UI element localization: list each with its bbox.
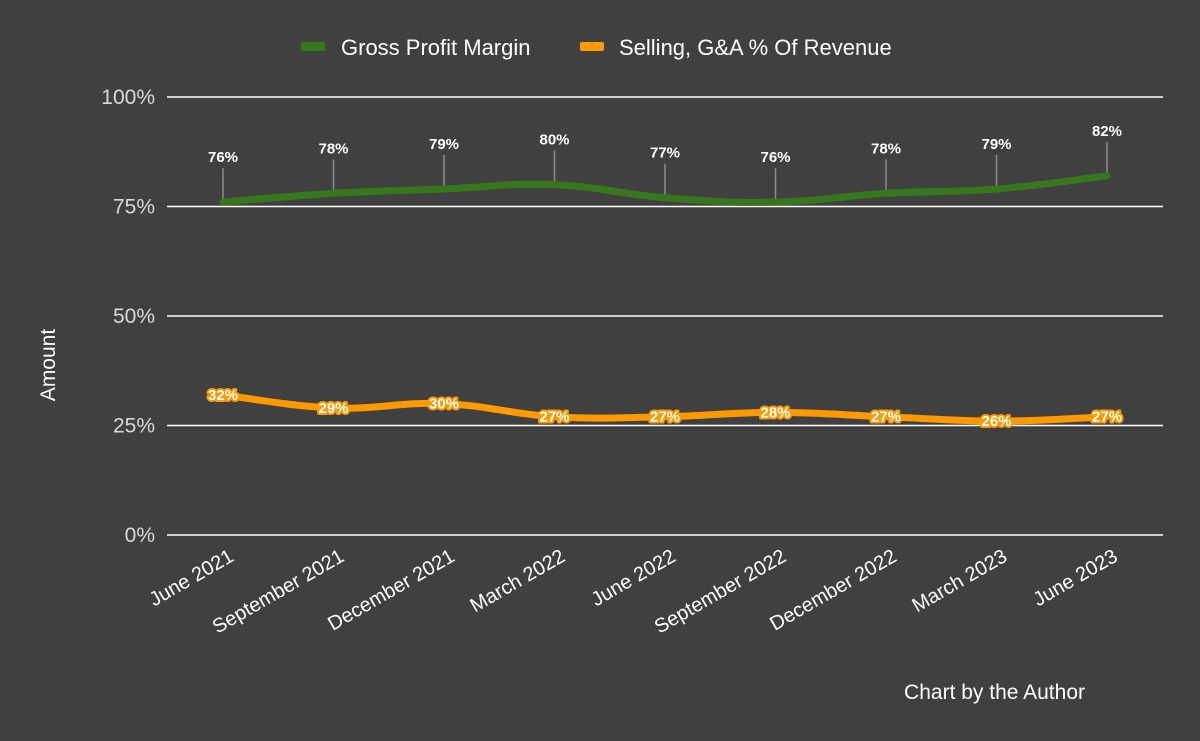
series-line-selling-g-a-of-revenue [219, 391, 1111, 425]
y-tick-labels: 0% 25% 50% 75% 100% [101, 86, 155, 547]
data-label-gross-profit-margin: 80% [539, 132, 569, 149]
data-label-gross-profit-margin: 76% [760, 149, 790, 166]
legend-swatch-gross-profit-margin [301, 42, 325, 51]
data-label-gross-profit-margin: 82% [1092, 123, 1122, 140]
y-axis-label: Amount [37, 329, 60, 402]
chart-credit: Chart by the Author [904, 681, 1085, 704]
data-label-selling-g-a-of-revenue: 32% [208, 387, 238, 404]
y-tick-label: 100% [101, 86, 155, 109]
data-label-gross-profit-margin: 77% [650, 145, 680, 162]
data-labels: 76% 78% 79% 80% 77% 76% 78% 79% 82% 32% 29% 30% 27% 2… [206, 123, 1124, 432]
data-label-gross-profit-margin: 76% [208, 149, 238, 166]
y-tick-label: 25% [113, 415, 155, 438]
data-label-gross-profit-margin: 78% [318, 140, 348, 157]
y-tick-label: 75% [113, 196, 155, 219]
data-label-selling-g-a-of-revenue: 30% [429, 396, 459, 413]
data-label-gross-profit-margin: 79% [429, 136, 459, 153]
legend-label-selling-ga: Selling, G&A % Of Revenue [619, 35, 892, 60]
legend-swatch-selling-ga [580, 42, 604, 51]
data-label-selling-g-a-of-revenue: 27% [871, 409, 901, 426]
legend-label-gross-profit-margin: Gross Profit Margin [341, 35, 531, 60]
legend: Gross Profit Margin Selling, G&A % Of Re… [301, 35, 892, 60]
gridlines [167, 96, 1163, 536]
data-label-selling-g-a-of-revenue: 28% [760, 404, 790, 421]
data-label-gross-profit-margin: 78% [871, 140, 901, 157]
data-label-selling-g-a-of-revenue: 27% [650, 409, 680, 426]
data-label-selling-g-a-of-revenue: 27% [539, 409, 569, 426]
data-label-leaders [222, 141, 1108, 203]
data-label-gross-profit-margin: 79% [981, 136, 1011, 153]
series-lines [219, 172, 1111, 425]
data-label-selling-g-a-of-revenue: 27% [1092, 409, 1122, 426]
y-tick-label: 0% [125, 524, 155, 547]
data-label-selling-g-a-of-revenue: 29% [318, 400, 348, 417]
y-tick-label: 50% [113, 305, 155, 328]
data-label-selling-g-a-of-revenue: 26% [981, 413, 1011, 430]
series-line-gross-profit-margin [219, 172, 1111, 206]
